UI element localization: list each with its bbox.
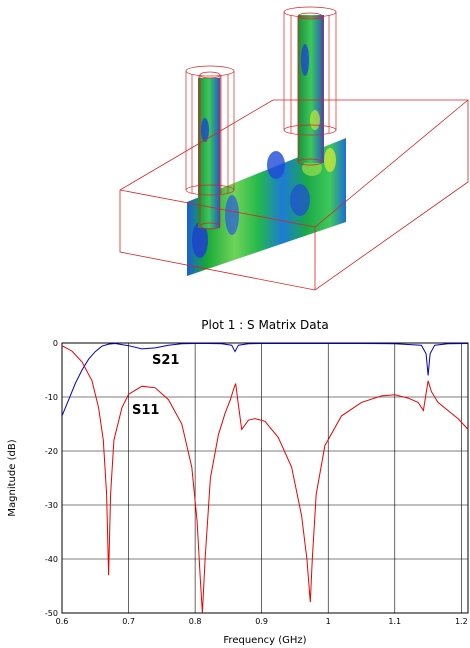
chart-title: Plot 1 : S Matrix Data	[201, 318, 328, 332]
x-tick-label: 1.1	[388, 617, 401, 626]
y-tick-label: -10	[45, 393, 58, 402]
series-line-s21	[61, 342, 469, 417]
y-tick-label: -20	[45, 447, 58, 456]
series-label-s21: S21	[152, 353, 179, 368]
s-matrix-plot: Plot 1 : S Matrix Data 0.6 0.7 0.8 0.9 1 1.1 1…	[7, 318, 469, 646]
plot-frame	[61, 342, 469, 614]
x-tick-label: 1.2	[455, 617, 468, 626]
x-tick-label: 0.7	[122, 617, 135, 626]
x-tick-label: 0.9	[255, 617, 268, 626]
y-tick-label: -30	[45, 501, 58, 510]
y-tick-label: -40	[45, 555, 58, 564]
x-tick-label: 0.8	[189, 617, 202, 626]
x-tick-label: 1	[326, 617, 331, 626]
y-tick-label: 0	[53, 339, 58, 348]
y-axis-label: Magnitude (dB)	[7, 439, 18, 516]
series-line-s11	[61, 345, 469, 614]
x-tick-label: 0.6	[56, 617, 69, 626]
plot-area	[61, 342, 469, 614]
y-tick-label: -50	[45, 609, 58, 618]
simulation-3d-view	[119, 6, 469, 291]
x-axis-label: Frequency (GHz)	[223, 635, 306, 646]
series-label-s11: S11	[132, 403, 159, 418]
